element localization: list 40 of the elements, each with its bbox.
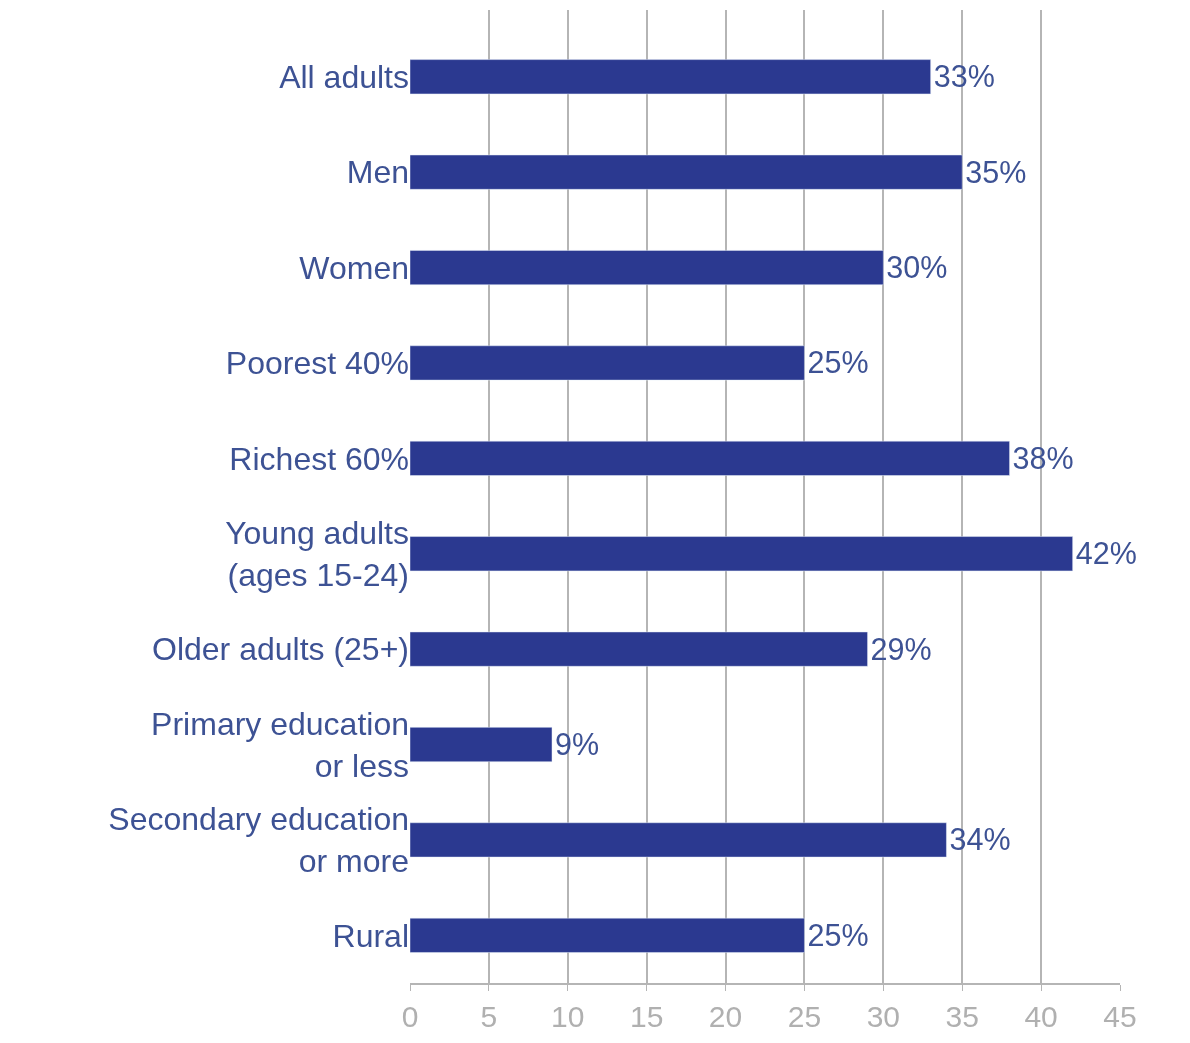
- data-label: 29%: [870, 631, 932, 666]
- data-label: 9%: [555, 727, 600, 762]
- data-label: 42%: [1075, 536, 1137, 571]
- bar: [410, 154, 963, 190]
- bar: [410, 631, 868, 667]
- y-tick-label: Primary education or less: [151, 705, 409, 784]
- y-tick-label: Older adults (25+): [151, 631, 409, 668]
- data-label: 35%: [965, 154, 1027, 189]
- y-tick-label: All adults: [279, 58, 409, 95]
- data-label: 34%: [949, 822, 1011, 857]
- x-tick-label: 0: [401, 1000, 419, 1033]
- x-tick-label: 15: [629, 1000, 664, 1033]
- bar: [410, 727, 553, 762]
- y-tick-label: Men: [346, 154, 409, 191]
- bar: [410, 440, 1010, 476]
- x-tick-label: 40: [1024, 1000, 1058, 1033]
- x-tick-label: 30: [866, 1000, 901, 1033]
- data-label: 25%: [807, 345, 869, 380]
- data-label: 33%: [933, 59, 995, 94]
- data-label: 30%: [886, 250, 948, 285]
- bar: [410, 917, 805, 953]
- bar: [410, 345, 805, 381]
- x-tick-label: 20: [708, 1000, 743, 1033]
- x-tick-label: 35: [945, 1000, 979, 1033]
- x-tick-label: 10: [551, 1000, 585, 1033]
- x-tick-label: 45: [1103, 1000, 1137, 1033]
- data-label: 25%: [807, 917, 869, 952]
- bar: [410, 59, 931, 95]
- x-tick-label: 5: [480, 1000, 498, 1033]
- y-tick-label: Young adults (ages 15-24): [225, 515, 409, 593]
- data-label: 38%: [1012, 440, 1074, 475]
- x-tick-label: 25: [787, 1000, 822, 1033]
- y-tick-label: Richest 60%: [229, 440, 409, 477]
- bar: [410, 536, 1073, 572]
- y-tick-label: Rural: [332, 917, 409, 954]
- y-tick-label: Poorest 40%: [225, 345, 409, 382]
- y-tick-label: Secondary education or more: [108, 801, 409, 879]
- bar: [410, 822, 947, 858]
- bar: [410, 250, 884, 285]
- y-tick-label: Women: [299, 249, 409, 286]
